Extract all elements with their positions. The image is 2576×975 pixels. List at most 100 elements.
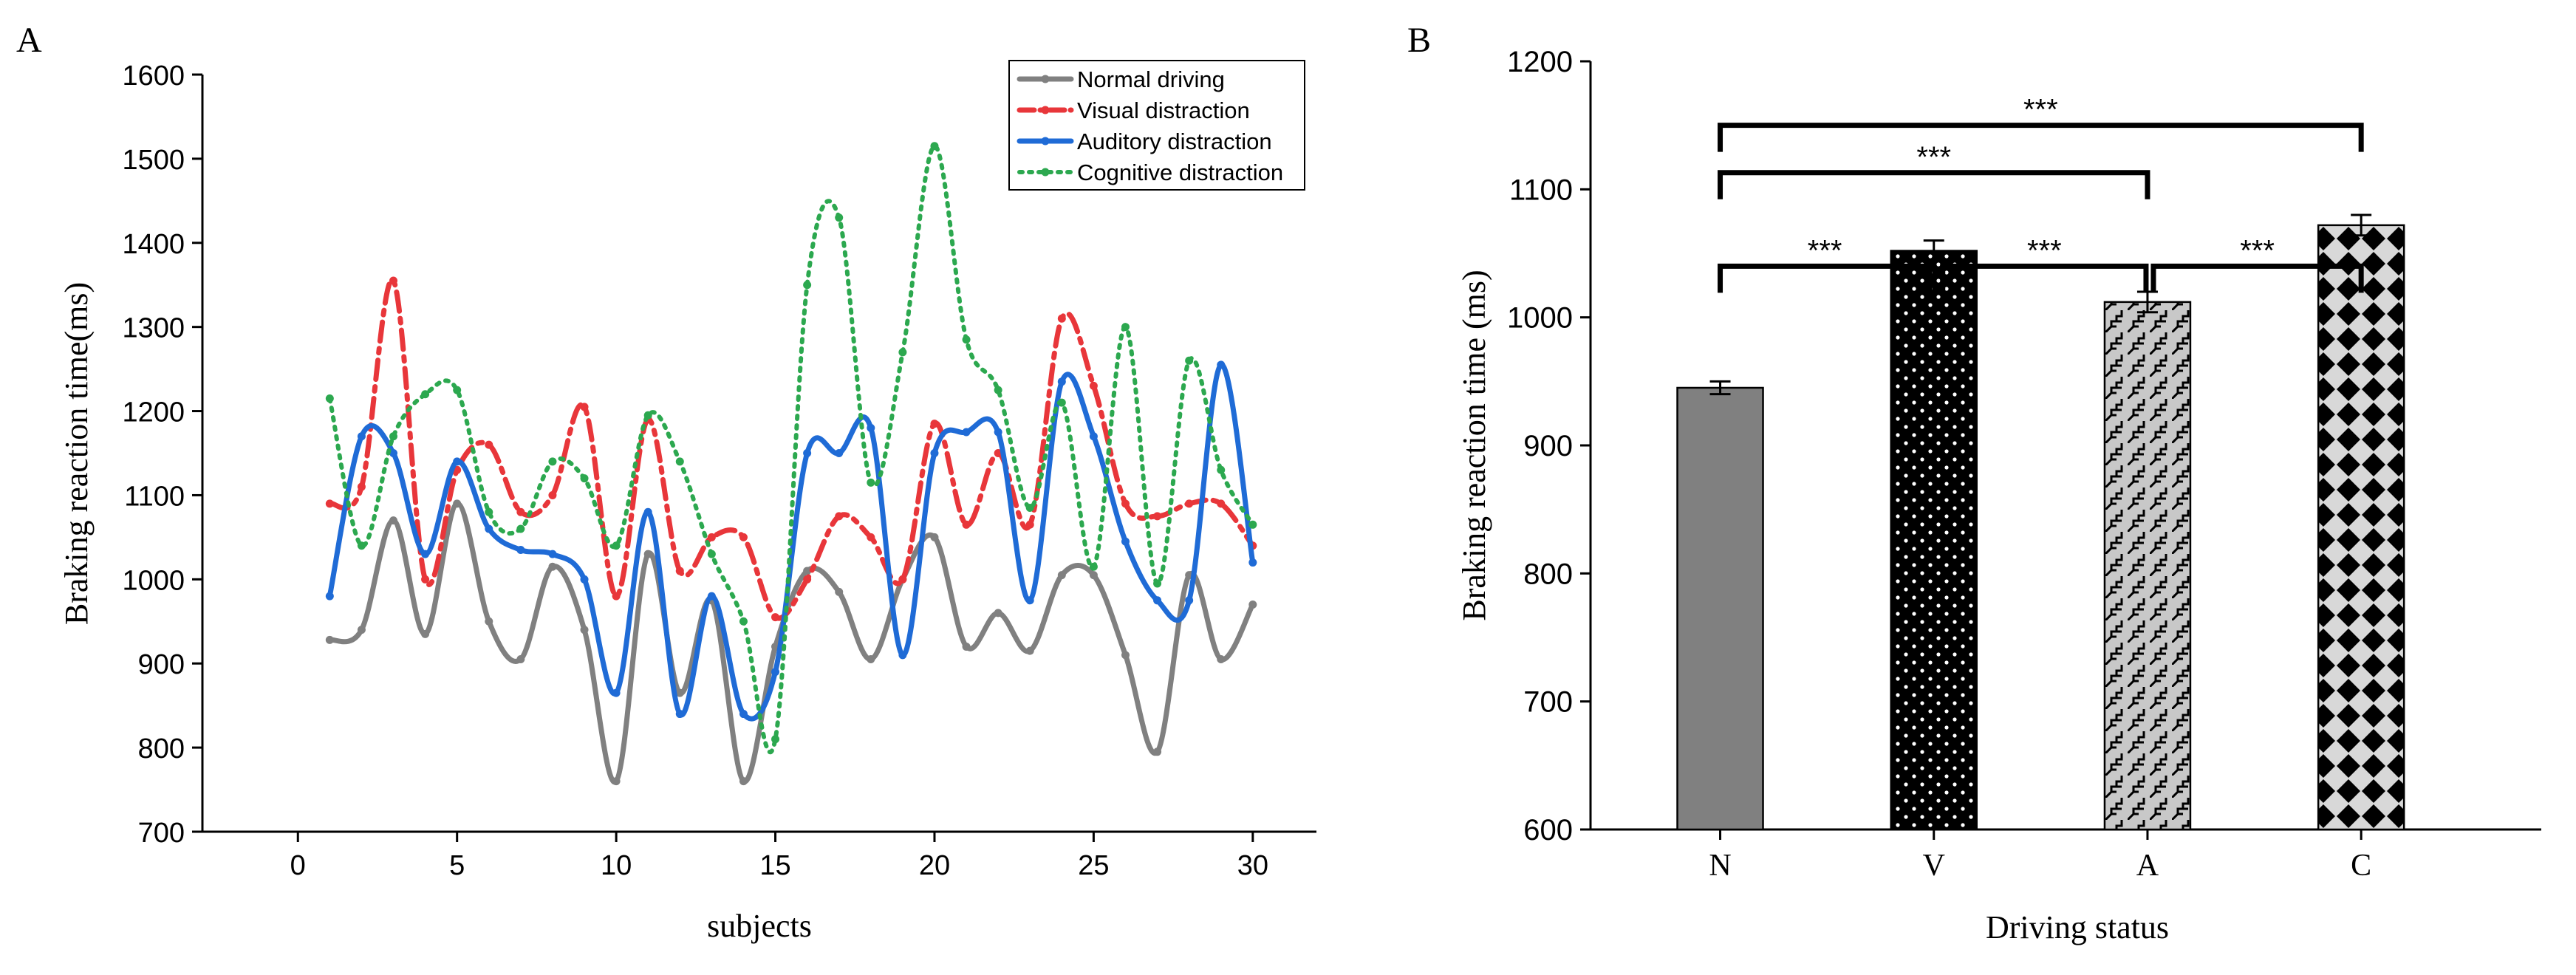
x-tick-label: 10 xyxy=(601,850,632,881)
data-point xyxy=(580,575,589,584)
data-point xyxy=(803,575,812,584)
data-point xyxy=(898,575,907,584)
data-point xyxy=(1153,579,1162,588)
panel-a-x-ticks: 0 5 10 15 20 25 30 xyxy=(290,832,1268,881)
bar xyxy=(2317,224,2405,831)
data-point xyxy=(485,440,493,449)
data-point xyxy=(1025,646,1034,655)
bar-group-a: A xyxy=(2103,290,2192,883)
data-point xyxy=(389,516,398,525)
data-point xyxy=(1248,601,1257,609)
data-point xyxy=(962,642,971,651)
data-point xyxy=(1089,571,1098,580)
data-point xyxy=(612,777,621,786)
data-point xyxy=(325,592,334,601)
data-point xyxy=(803,567,812,575)
y-tick-label: 700 xyxy=(138,818,185,849)
legend-marker xyxy=(1041,106,1050,114)
data-point xyxy=(898,348,907,357)
data-point xyxy=(1057,314,1066,323)
data-point xyxy=(835,512,844,521)
bar xyxy=(2103,301,2192,831)
data-point xyxy=(1057,398,1066,407)
series-cognitive-distraction xyxy=(325,142,1257,755)
data-point xyxy=(994,386,1002,394)
data-point xyxy=(643,411,652,420)
sig-bracket-v-a: *** xyxy=(1940,234,2149,293)
data-point xyxy=(1185,356,1194,365)
legend-marker xyxy=(1041,168,1050,177)
y-tick-label: 600 xyxy=(1523,814,1573,846)
data-point xyxy=(485,617,493,626)
y-tick-label: 1300 xyxy=(122,313,185,344)
data-point xyxy=(357,482,366,491)
y-tick-label: 800 xyxy=(1523,558,1573,590)
data-point xyxy=(325,499,334,508)
data-point xyxy=(357,541,366,550)
data-point xyxy=(643,550,652,558)
legend-marker xyxy=(1041,75,1050,83)
bracket-line xyxy=(2150,263,2364,293)
data-point xyxy=(1089,432,1098,441)
legend-label: Auditory distraction xyxy=(1077,129,1272,154)
panel-b-label: B xyxy=(1407,21,1431,60)
data-point xyxy=(707,533,716,541)
panel-a-label: A xyxy=(16,21,42,60)
data-point xyxy=(835,449,844,457)
y-tick-label: 1400 xyxy=(122,229,185,260)
data-point xyxy=(325,394,334,403)
data-point xyxy=(867,533,875,541)
data-point xyxy=(580,474,589,483)
data-point xyxy=(548,490,557,499)
panel-a-series xyxy=(325,142,1257,786)
data-point xyxy=(1185,499,1194,508)
data-point xyxy=(898,651,907,660)
data-point xyxy=(1217,360,1226,369)
sig-label: *** xyxy=(2240,234,2275,267)
panel-b-y-ticks: 600 700 800 900 1000 1100 1200 xyxy=(1507,46,1591,846)
bracket-line xyxy=(1718,123,2364,152)
data-point xyxy=(1185,596,1194,605)
panel-b-y-axis-title: Braking reaction time (ms) xyxy=(1456,270,1492,620)
x-tick-label: C xyxy=(2351,849,2371,883)
data-point xyxy=(389,276,398,285)
sig-bracket-n-a: *** xyxy=(1718,141,2150,199)
data-point xyxy=(1217,499,1226,508)
data-point xyxy=(1248,558,1257,567)
data-point xyxy=(612,688,621,697)
data-point xyxy=(421,550,430,558)
y-tick-label: 700 xyxy=(1523,686,1573,719)
data-point xyxy=(994,428,1002,437)
data-point xyxy=(1153,512,1162,521)
data-point xyxy=(962,428,971,437)
series-auditory-distraction xyxy=(325,360,1257,722)
sig-label: *** xyxy=(2023,94,2058,126)
data-point xyxy=(421,629,430,638)
legend-marker xyxy=(1041,137,1050,146)
y-tick-label: 1500 xyxy=(122,145,185,176)
data-point xyxy=(548,457,557,466)
data-point xyxy=(739,617,748,626)
panel-b-significance: *** *** *** *** *** xyxy=(1718,94,2364,293)
data-point xyxy=(930,449,939,457)
bar xyxy=(1676,386,1764,831)
legend-frame xyxy=(1008,60,1305,191)
data-point xyxy=(675,567,684,575)
data-point xyxy=(675,688,684,697)
data-point xyxy=(453,457,462,466)
legend-label: Normal driving xyxy=(1077,66,1225,92)
bar-group-v: V xyxy=(1890,239,1978,883)
data-point xyxy=(516,524,525,533)
x-tick-label: 25 xyxy=(1078,850,1109,881)
series-line xyxy=(327,362,1256,722)
panel-a-axes xyxy=(201,75,1316,833)
data-point xyxy=(803,449,812,457)
bracket-line xyxy=(1718,263,1933,293)
y-tick-label: 1100 xyxy=(1509,174,1573,206)
data-point xyxy=(1217,655,1226,664)
data-point xyxy=(1248,520,1257,529)
data-point xyxy=(485,507,493,516)
